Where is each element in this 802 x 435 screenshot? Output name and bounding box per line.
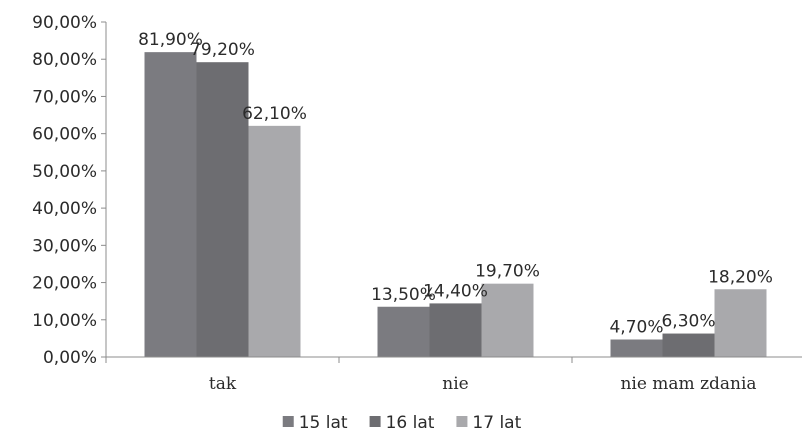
bar [714, 289, 767, 357]
y-tick-label: 60,00% [32, 125, 97, 145]
y-axis: 0,00% 10,00% 20,00% 30,00% 40,00% 50,00% 60,00… [32, 13, 107, 368]
data-label: 19,70% [475, 262, 540, 282]
data-label: 4,70% [609, 318, 663, 338]
x-category-label: nie mam zdania [620, 374, 756, 394]
bar [481, 283, 534, 357]
data-label: 79,20% [190, 40, 255, 60]
data-labels: 81,90%79,20% 62,10% 13,50%14,40%19,70% 4,70… [138, 30, 773, 337]
data-label: 62,10% [242, 104, 307, 124]
data-label: 18,20% [708, 267, 773, 287]
legend-swatch [282, 416, 294, 427]
y-tick-label: 70,00% [32, 87, 97, 107]
bar [429, 303, 482, 357]
bar [196, 62, 249, 357]
y-tick-label: 10,00% [32, 311, 97, 331]
y-tick-label: 30,00% [32, 236, 97, 256]
bar [248, 125, 301, 357]
data-label: 13,50% [371, 285, 436, 305]
legend-label: 17 lat [472, 413, 521, 433]
bar [610, 339, 663, 357]
legend-label: 16 lat [386, 413, 435, 433]
legend-label: 15 lat [299, 413, 348, 433]
legend-swatch [369, 416, 381, 427]
y-tick-label: 50,00% [32, 162, 97, 182]
x-category-label: nie [442, 374, 468, 394]
bars [144, 52, 767, 358]
data-label: 81,90% [138, 30, 203, 50]
legend: 15 lat 16 lat 17 lat [282, 413, 522, 433]
legend-swatch [456, 416, 468, 427]
bar [377, 306, 430, 357]
y-tick-label: 90,00% [32, 13, 97, 33]
y-tick-label: 40,00% [32, 199, 97, 219]
y-tick-label: 20,00% [32, 274, 97, 294]
data-label: 6,30% [661, 312, 715, 332]
y-tick-label: 80,00% [32, 50, 97, 70]
data-label: 14,40% [423, 281, 488, 301]
bar [662, 333, 715, 357]
x-axis: tak nie nie mam zdania [105, 356, 802, 394]
x-category-label: tak [209, 374, 237, 394]
bar [144, 52, 197, 358]
y-tick-label: 0,00% [43, 348, 97, 368]
